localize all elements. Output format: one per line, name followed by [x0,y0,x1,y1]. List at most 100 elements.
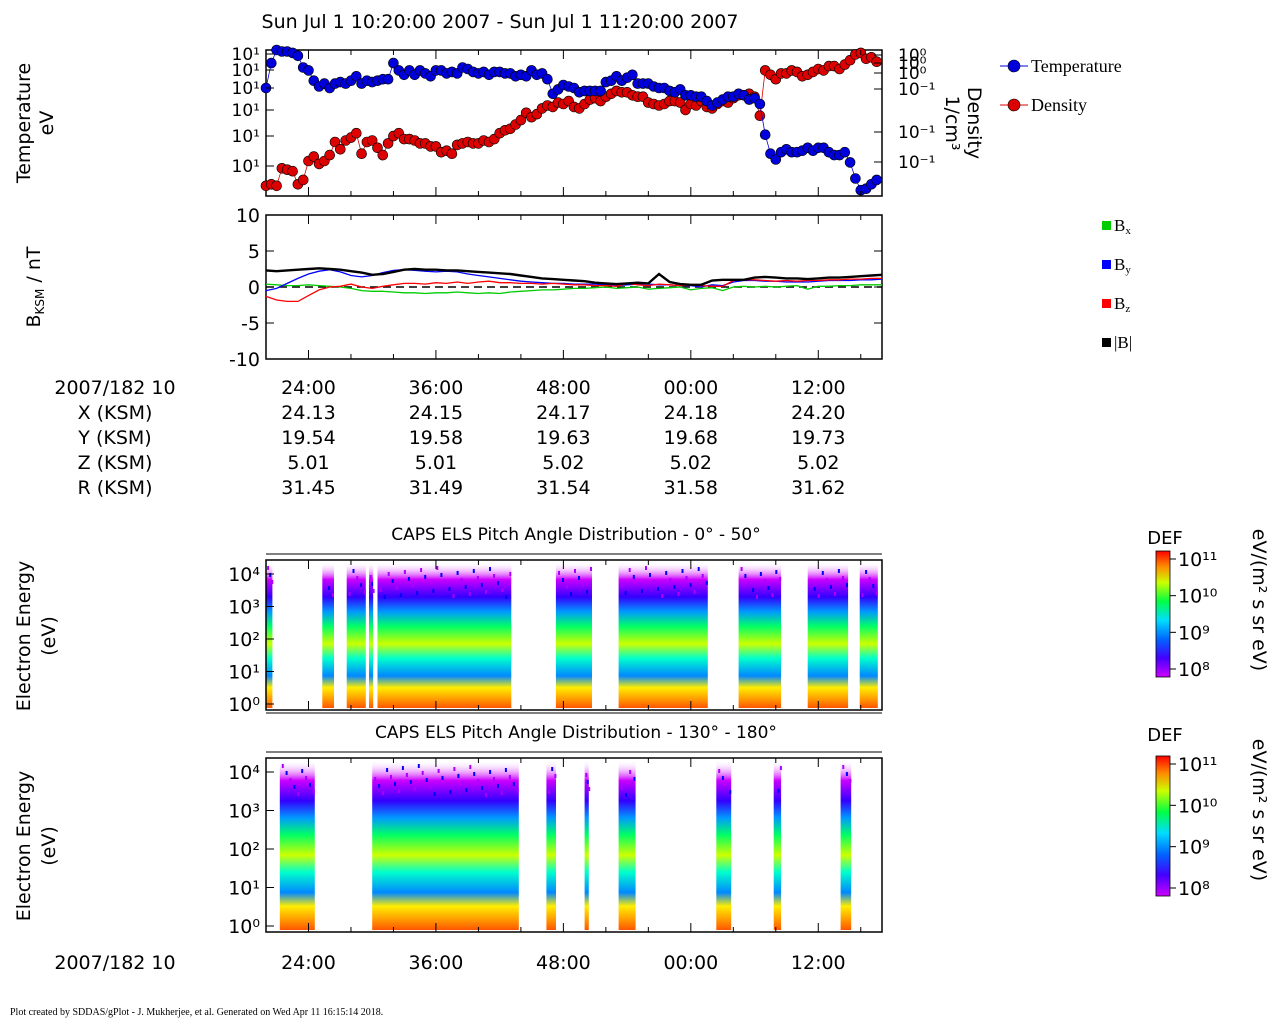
density-tick-label: 10⁻¹ [898,123,935,143]
spectrogram-speckle [269,573,272,577]
spectrogram-interval [546,760,556,930]
temperature-point [844,157,856,168]
spectrogram-speckle [725,783,728,787]
spectrogram-interval [372,760,519,930]
time-tick-label: 00:00 [663,377,718,399]
temperature-point [839,146,851,158]
ephemeris-value: 24.15 [409,402,463,424]
spectrogram-speckle [821,571,824,575]
magnetic-tick-label: 10 [236,205,260,227]
spectrogram-speckle [432,589,435,593]
ephemeris-value: 19.68 [664,427,718,449]
temperature-point [382,73,394,85]
els-high-energy-ticks: 10⁴ 10³ 10² 10¹ 10⁰ [228,762,274,938]
spectrogram-speckle [632,575,635,579]
els-low-energy-label: Electron Energy (eV) [13,561,60,712]
spectrogram-speckle [501,588,504,592]
spectrogram-speckle [701,574,704,578]
spectrogram-speckle [763,579,766,583]
spectrogram-speckle [508,775,511,779]
spectrogram-speckle [403,570,406,574]
ephemeris-value: 24.13 [281,402,335,424]
ephemeris-value: 5.01 [287,452,329,474]
spectrogram-interval [618,760,636,930]
spectrogram-speckle [456,571,459,575]
energy-tick-label: 10⁴ [228,762,260,784]
spectrogram-speckle [312,790,315,794]
els-low-colorbar-ticks: 10¹¹ 10¹⁰ 10⁹ 10⁸ [1170,549,1217,681]
density-tick-label: 10⁰ [898,64,927,84]
spectrogram-speckle [497,784,499,788]
spectrogram-speckle [493,574,496,578]
time-tick-label: 12:00 [791,377,846,399]
spectrogram-speckle [378,784,381,788]
els-low-panel: CAPS ELS Pitch Angle Distribution - 0° -… [13,525,1270,716]
bmag-legend-swatch [1102,338,1111,347]
spectrogram-speckle [374,777,377,781]
spectrogram-speckle [428,582,431,586]
spectrogram-speckle [440,573,443,577]
ephemeris-value: 19.63 [536,427,590,449]
ephemeris-row-label: Z (KSM) [78,452,153,474]
els-low-plot-frame [265,559,883,711]
spectrogram-speckle [748,581,751,585]
spectrogram-speckle [399,593,402,597]
spectrogram-speckle [868,577,871,581]
spectrogram-speckle [324,579,327,583]
spectrogram-speckle [457,774,460,778]
ephemeris-row-label: R (KSM) [78,477,153,499]
ephemeris-value: 19.58 [409,427,463,449]
els-low-spectrogram [266,562,878,708]
spectrogram-interval [322,562,334,708]
plasma-plot-frame [265,49,883,197]
spectrogram-interval [555,562,592,708]
spectrogram-speckle [452,594,455,598]
spectrogram-speckle [383,595,386,599]
spectrogram-speckle [372,589,375,593]
spectrogram-speckle [865,570,868,574]
spectrogram-speckle [551,767,554,771]
ephemeris-row-label: Y (KSM) [77,427,151,449]
density-point [871,56,883,68]
temperature-tick-label: 10¹ [232,61,260,81]
spectrogram-speckle [673,585,676,589]
spectrogram-speckle [846,583,848,587]
energy-tick-label: 10³ [228,801,260,823]
density-legend-marker [1007,98,1021,112]
spectrogram-speckle [489,770,492,774]
density-point [350,127,362,139]
spectrogram-speckle [407,577,410,581]
spectrogram-speckle [449,790,452,794]
spectrogram-speckle [861,593,864,597]
spectrogram-speckle [285,771,288,775]
temperature-tick-label: 10¹ [232,79,260,99]
spectrogram-speckle [401,766,404,770]
temperature-point [850,173,861,184]
plasma-legend: Temperature Density [1000,56,1122,115]
ephemeris-value: 24.18 [664,402,718,424]
spectrogram-speckle [645,566,647,570]
colorbar-tick-label: 10⁸ [1178,659,1210,681]
ephemeris-value: 31.49 [409,477,463,499]
density-tick-label: 10⁰ [898,54,927,74]
spectrogram-speckle [775,570,778,574]
spectrogram-speckle [636,582,639,586]
ephemeris-value: 24.17 [536,402,590,424]
els-high-title: CAPS ELS Pitch Angle Distribution - 130°… [375,723,777,743]
spectrogram-speckle [681,569,684,573]
spectrogram-speckle [476,576,479,580]
spectrogram-speckle [779,766,782,770]
spectrogram-speckle [718,769,721,773]
spectrogram-speckle [271,580,274,584]
spectrogram-speckle [481,786,484,790]
spectrogram-speckle [825,578,828,582]
time-minor-ticks [265,215,862,359]
density-point [308,151,320,162]
spectrogram-speckle [281,764,284,768]
spectrogram-speckle [472,569,475,573]
spectrogram-speckle [468,592,471,596]
spectrogram-speckle [382,791,385,795]
bottom-date-label: 2007/182 10 [54,952,175,974]
spectrogram-speckle [771,593,774,597]
